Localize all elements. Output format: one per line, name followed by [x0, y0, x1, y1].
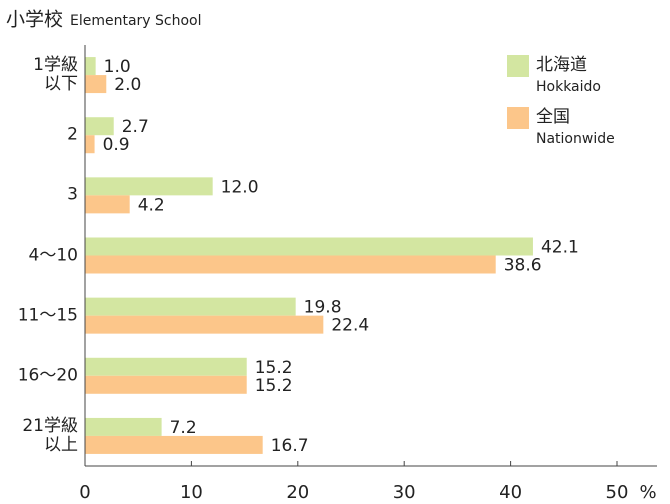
- x-unit: %: [639, 482, 656, 503]
- value-label: 4.2: [138, 195, 165, 215]
- y-tick-label: 1学級 以下: [33, 55, 78, 95]
- value-label: 42.1: [541, 238, 579, 258]
- value-label: 38.6: [504, 256, 542, 276]
- y-tick-label: 2: [67, 124, 78, 145]
- y-tick-label: 21学級 以上: [22, 415, 78, 455]
- value-label: 16.7: [271, 436, 309, 456]
- legend-label-en: Nationwide: [536, 131, 615, 147]
- bar: [85, 135, 95, 154]
- legend-label: 北海道: [536, 55, 587, 75]
- legend-swatch: [507, 55, 529, 77]
- bar: [85, 375, 247, 394]
- y-tick-label: 16～20: [17, 365, 78, 386]
- bar: [85, 237, 533, 256]
- value-label: 2.7: [122, 117, 149, 137]
- legend-label: 全国: [536, 107, 570, 127]
- value-label: 2.0: [114, 75, 141, 95]
- legend-swatch: [507, 107, 529, 129]
- x-tick-label: 30: [393, 482, 416, 503]
- x-tick-label: 50: [606, 482, 629, 503]
- value-label: 0.9: [103, 135, 130, 155]
- bar: [85, 315, 324, 334]
- value-label: 15.2: [255, 358, 293, 378]
- y-tick-label: 11～15: [17, 305, 78, 326]
- bar: [85, 75, 107, 94]
- x-tick-label: 20: [286, 482, 309, 503]
- y-tick-label: 4～10: [28, 245, 78, 265]
- value-label: 15.2: [255, 376, 293, 396]
- x-tick-label: 0: [79, 482, 90, 503]
- bar: [85, 177, 213, 196]
- value-label: 19.8: [304, 298, 342, 318]
- bar: [85, 357, 247, 376]
- x-tick-label: 40: [499, 482, 522, 503]
- chart-subtitle: Elementary School: [70, 13, 202, 29]
- value-label: 22.4: [331, 316, 369, 336]
- bar: [85, 195, 130, 214]
- x-tick-label: 10: [180, 482, 203, 503]
- bar: [85, 435, 263, 454]
- bar: [85, 57, 96, 76]
- value-label: 1.0: [104, 57, 131, 77]
- bar: [85, 297, 296, 316]
- y-tick-label: 3: [67, 184, 78, 205]
- legend-label-en: Hokkaido: [536, 79, 601, 95]
- bar: [85, 117, 114, 136]
- value-label: 12.0: [221, 177, 259, 197]
- value-label: 7.2: [170, 418, 197, 438]
- chart-title: 小学校: [6, 9, 63, 31]
- bar: [85, 255, 496, 274]
- bar: [85, 417, 162, 436]
